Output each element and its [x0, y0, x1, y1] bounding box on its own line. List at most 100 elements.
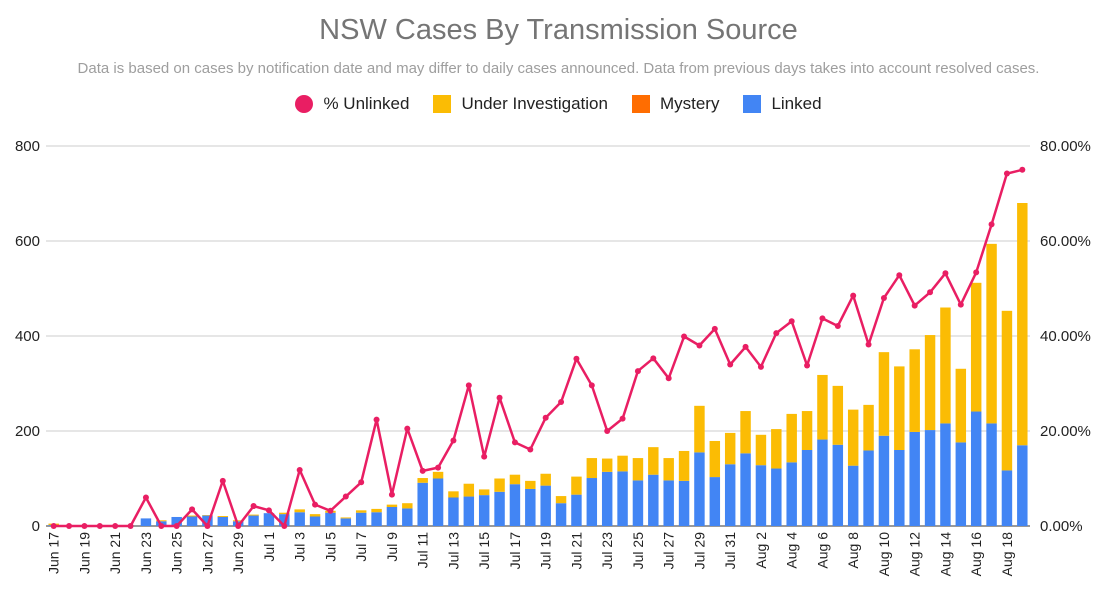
- x-tick-label: Aug 6: [814, 532, 830, 569]
- point-unlinked: [265, 507, 272, 514]
- y2-tick-label: 60.00%: [1040, 233, 1091, 250]
- x-tick-label: Aug 2: [753, 532, 769, 569]
- bar-under-investigation: [432, 471, 444, 479]
- point-unlinked: [527, 446, 534, 453]
- point-unlinked: [804, 362, 811, 369]
- x-tick-label: Jun 23: [138, 532, 154, 574]
- point-unlinked: [296, 466, 303, 473]
- bar-linked: [494, 491, 505, 526]
- bar-linked: [801, 450, 813, 526]
- point-unlinked: [481, 453, 488, 460]
- x-tick-label: Jun 17: [46, 532, 62, 574]
- legend-item-unlinked[interactable]: % Unlinked: [295, 94, 409, 114]
- bar-under-investigation: [555, 496, 567, 504]
- point-unlinked: [865, 341, 872, 348]
- point-unlinked: [819, 315, 826, 322]
- bar-under-investigation: [955, 368, 967, 443]
- bar-under-investigation: [601, 458, 613, 472]
- bar-under-investigation: [617, 455, 628, 472]
- bar-linked: [663, 480, 674, 526]
- point-unlinked: [588, 382, 595, 389]
- point-unlinked: [50, 523, 57, 529]
- bar-linked: [724, 464, 736, 526]
- bar-under-investigation: [909, 349, 920, 432]
- bar-under-investigation: [463, 483, 475, 497]
- x-tick-label: Jul 31: [722, 532, 738, 570]
- x-tick-label: Jul 7: [353, 532, 369, 562]
- point-unlinked: [235, 523, 242, 529]
- bar-linked: [955, 442, 967, 526]
- bar-linked: [878, 435, 890, 526]
- point-unlinked: [81, 523, 88, 529]
- bar-under-investigation: [771, 429, 782, 469]
- x-tick-label: Jul 11: [415, 532, 431, 569]
- point-unlinked: [358, 479, 365, 486]
- bar-under-investigation: [355, 510, 367, 513]
- point-unlinked: [604, 428, 611, 434]
- point-unlinked: [373, 416, 380, 423]
- bar-under-investigation: [525, 480, 536, 489]
- bar-linked: [325, 512, 336, 526]
- bar-under-investigation: [694, 405, 705, 453]
- x-tick-label: Aug 4: [784, 532, 800, 569]
- x-tick-label: Aug 14: [937, 532, 953, 577]
- bar-linked: [1017, 445, 1028, 526]
- bar-linked: [432, 478, 444, 526]
- bar-under-investigation: [740, 411, 751, 454]
- legend-label-under-investigation: Under Investigation: [461, 94, 608, 113]
- bar-under-investigation: [648, 447, 659, 475]
- bar-linked: [402, 508, 413, 526]
- bar-under-investigation: [156, 520, 167, 522]
- x-tick-label: Jul 13: [445, 532, 461, 570]
- bar-linked: [340, 518, 352, 526]
- point-unlinked: [1019, 166, 1026, 173]
- bar-linked: [970, 411, 982, 526]
- legend-item-linked[interactable]: Linked: [743, 94, 822, 114]
- point-unlinked: [281, 523, 288, 529]
- bar-linked: [140, 518, 152, 526]
- bar-under-investigation: [309, 514, 321, 517]
- x-tick-label: Jun 27: [199, 532, 215, 574]
- x-tick-label: Jul 23: [599, 532, 615, 570]
- point-unlinked: [404, 425, 411, 432]
- bar-linked: [202, 515, 213, 526]
- x-tick-label: Aug 18: [999, 532, 1015, 577]
- bar-linked: [540, 485, 551, 526]
- legend-swatch-linked: [743, 95, 762, 113]
- bar-linked: [601, 471, 613, 526]
- x-tick-label: Aug 10: [876, 532, 892, 577]
- point-unlinked: [850, 292, 857, 299]
- point-unlinked: [927, 289, 934, 296]
- bar-under-investigation: [586, 458, 598, 479]
- x-tick-label: Aug 8: [845, 532, 861, 569]
- legend-item-mystery[interactable]: Mystery: [631, 94, 719, 114]
- bar-under-investigation: [371, 508, 382, 513]
- y-tick-label: 200: [15, 423, 40, 440]
- bar-under-investigation: [294, 509, 305, 513]
- bar-under-investigation: [540, 473, 551, 486]
- bar-under-investigation: [817, 374, 828, 440]
- point-unlinked: [66, 523, 73, 529]
- point-unlinked: [634, 368, 641, 375]
- bar-under-investigation: [232, 520, 244, 522]
- bar-linked: [1001, 470, 1013, 526]
- point-unlinked: [681, 333, 688, 340]
- bar-linked: [678, 480, 690, 526]
- legend-swatch-under-investigation: [433, 95, 452, 113]
- bar-under-investigation: [494, 478, 505, 492]
- point-unlinked: [511, 439, 518, 446]
- point-unlinked: [988, 221, 995, 228]
- point-unlinked: [465, 382, 472, 389]
- y-tick-label: 600: [15, 233, 40, 250]
- legend-item-under-investigation[interactable]: Under Investigation: [433, 94, 608, 114]
- bar-under-investigation: [755, 434, 767, 466]
- bar-linked: [463, 496, 475, 526]
- x-tick-label: Jul 25: [630, 532, 646, 570]
- x-tick-label: Aug 16: [968, 532, 984, 577]
- x-tick-label: Jun 21: [107, 532, 123, 574]
- point-unlinked: [204, 523, 211, 529]
- bar-linked: [171, 516, 182, 526]
- point-unlinked: [419, 467, 426, 474]
- legend-label-unlinked: % Unlinked: [323, 94, 410, 113]
